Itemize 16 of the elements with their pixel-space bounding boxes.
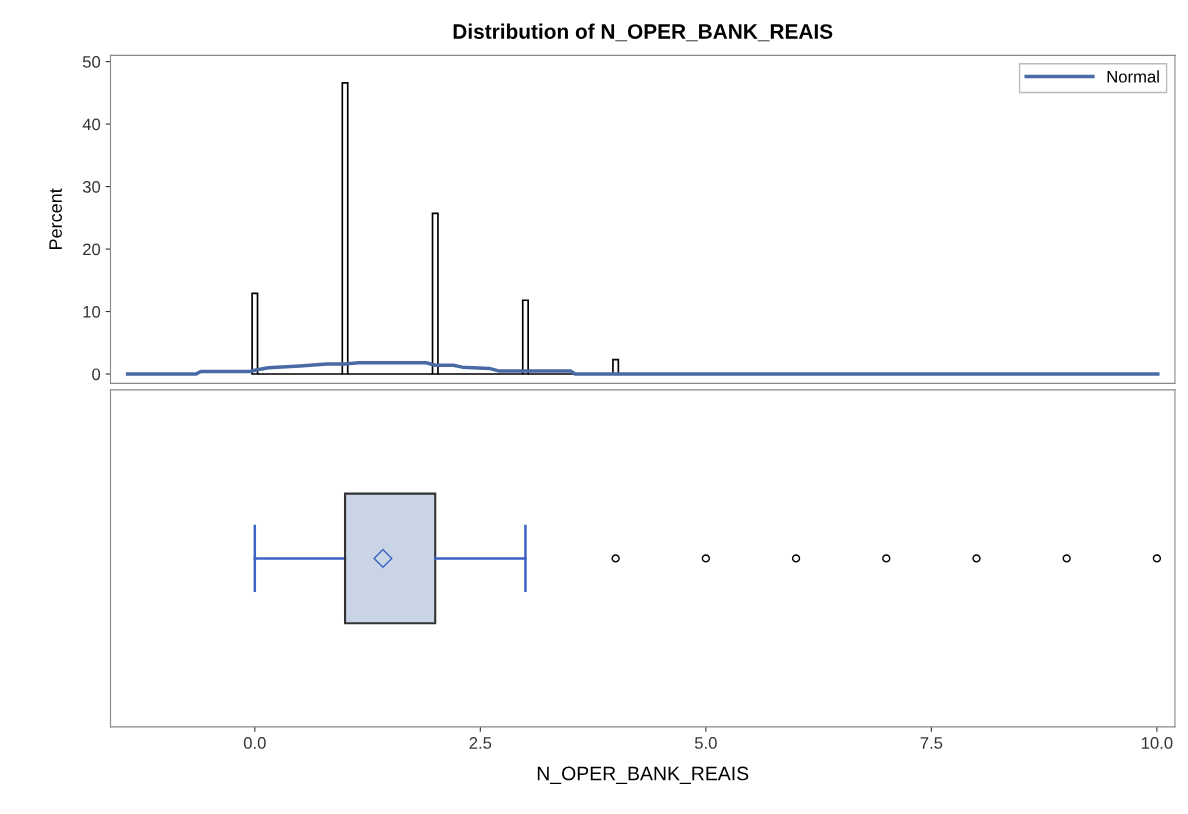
y-tick-label: 10 bbox=[83, 305, 101, 318]
line-series bbox=[125, 361, 1160, 376]
x-tick-label: 0.0 bbox=[243, 737, 266, 749]
chart-title: Distribution of N_OPER_BANK_REAIS bbox=[453, 23, 833, 42]
legend-label: Normal bbox=[1107, 70, 1159, 83]
x-axis-title: N_OPER_BANK_REAIS bbox=[537, 766, 749, 785]
y-tick-label: 20 bbox=[83, 243, 101, 256]
y-tick-label: 40 bbox=[82, 118, 101, 131]
y-tick-label: 50 bbox=[82, 56, 101, 68]
x-tick-label: 10.0 bbox=[1141, 737, 1173, 749]
y-tick-label: 30 bbox=[82, 180, 101, 193]
x-tick-label: 7.5 bbox=[920, 737, 943, 749]
y-tick-label: 0 bbox=[92, 368, 101, 381]
y-axis-title: Percent bbox=[49, 188, 62, 249]
x-tick-label: 5.0 bbox=[694, 737, 717, 749]
x-tick-label: 2.5 bbox=[469, 737, 492, 749]
